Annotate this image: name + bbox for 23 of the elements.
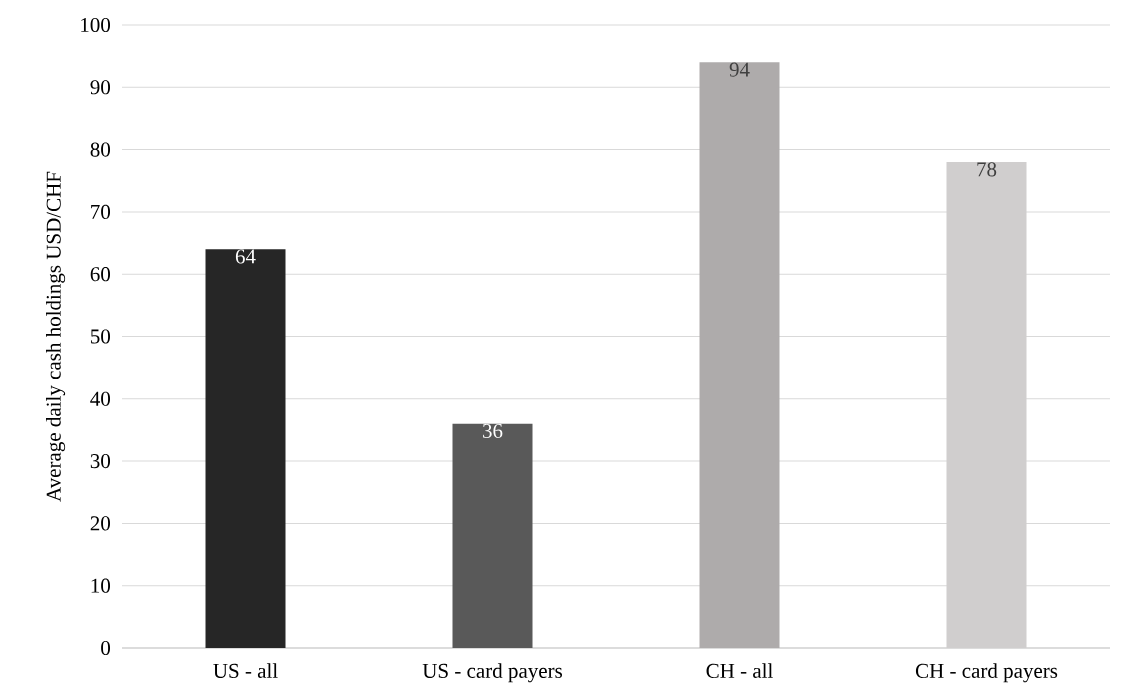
data-label: 94 — [729, 62, 750, 77]
y-tick-label: 30 — [90, 454, 111, 469]
x-tick-label: US - all — [213, 663, 278, 678]
y-tick-label: 20 — [90, 516, 111, 531]
x-tick-label: CH - all — [706, 663, 773, 678]
y-tick-label: 80 — [90, 142, 111, 157]
y-tick-label: 0 — [101, 640, 111, 656]
bar — [699, 62, 780, 648]
data-label: 36 — [483, 423, 503, 439]
y-tick-label: 50 — [91, 329, 111, 344]
data-label: 78 — [977, 162, 997, 177]
y-axis-title: Average daily cash holdings USD/CHF — [46, 171, 66, 502]
x-tick-label: US - card payers — [422, 663, 563, 683]
data-label: 64 — [235, 249, 256, 264]
y-tick-label: 10 — [91, 578, 111, 593]
y-tick-label: 90 — [90, 80, 111, 95]
y-tick-label: 100 — [81, 17, 111, 33]
bar — [205, 249, 286, 648]
y-tick-label: 40 — [90, 391, 111, 406]
x-tick-label: CH - card payers — [915, 663, 1058, 683]
y-tick-label: 70 — [91, 204, 111, 219]
y-tick-label: 60 — [90, 267, 111, 282]
bar — [452, 423, 533, 648]
